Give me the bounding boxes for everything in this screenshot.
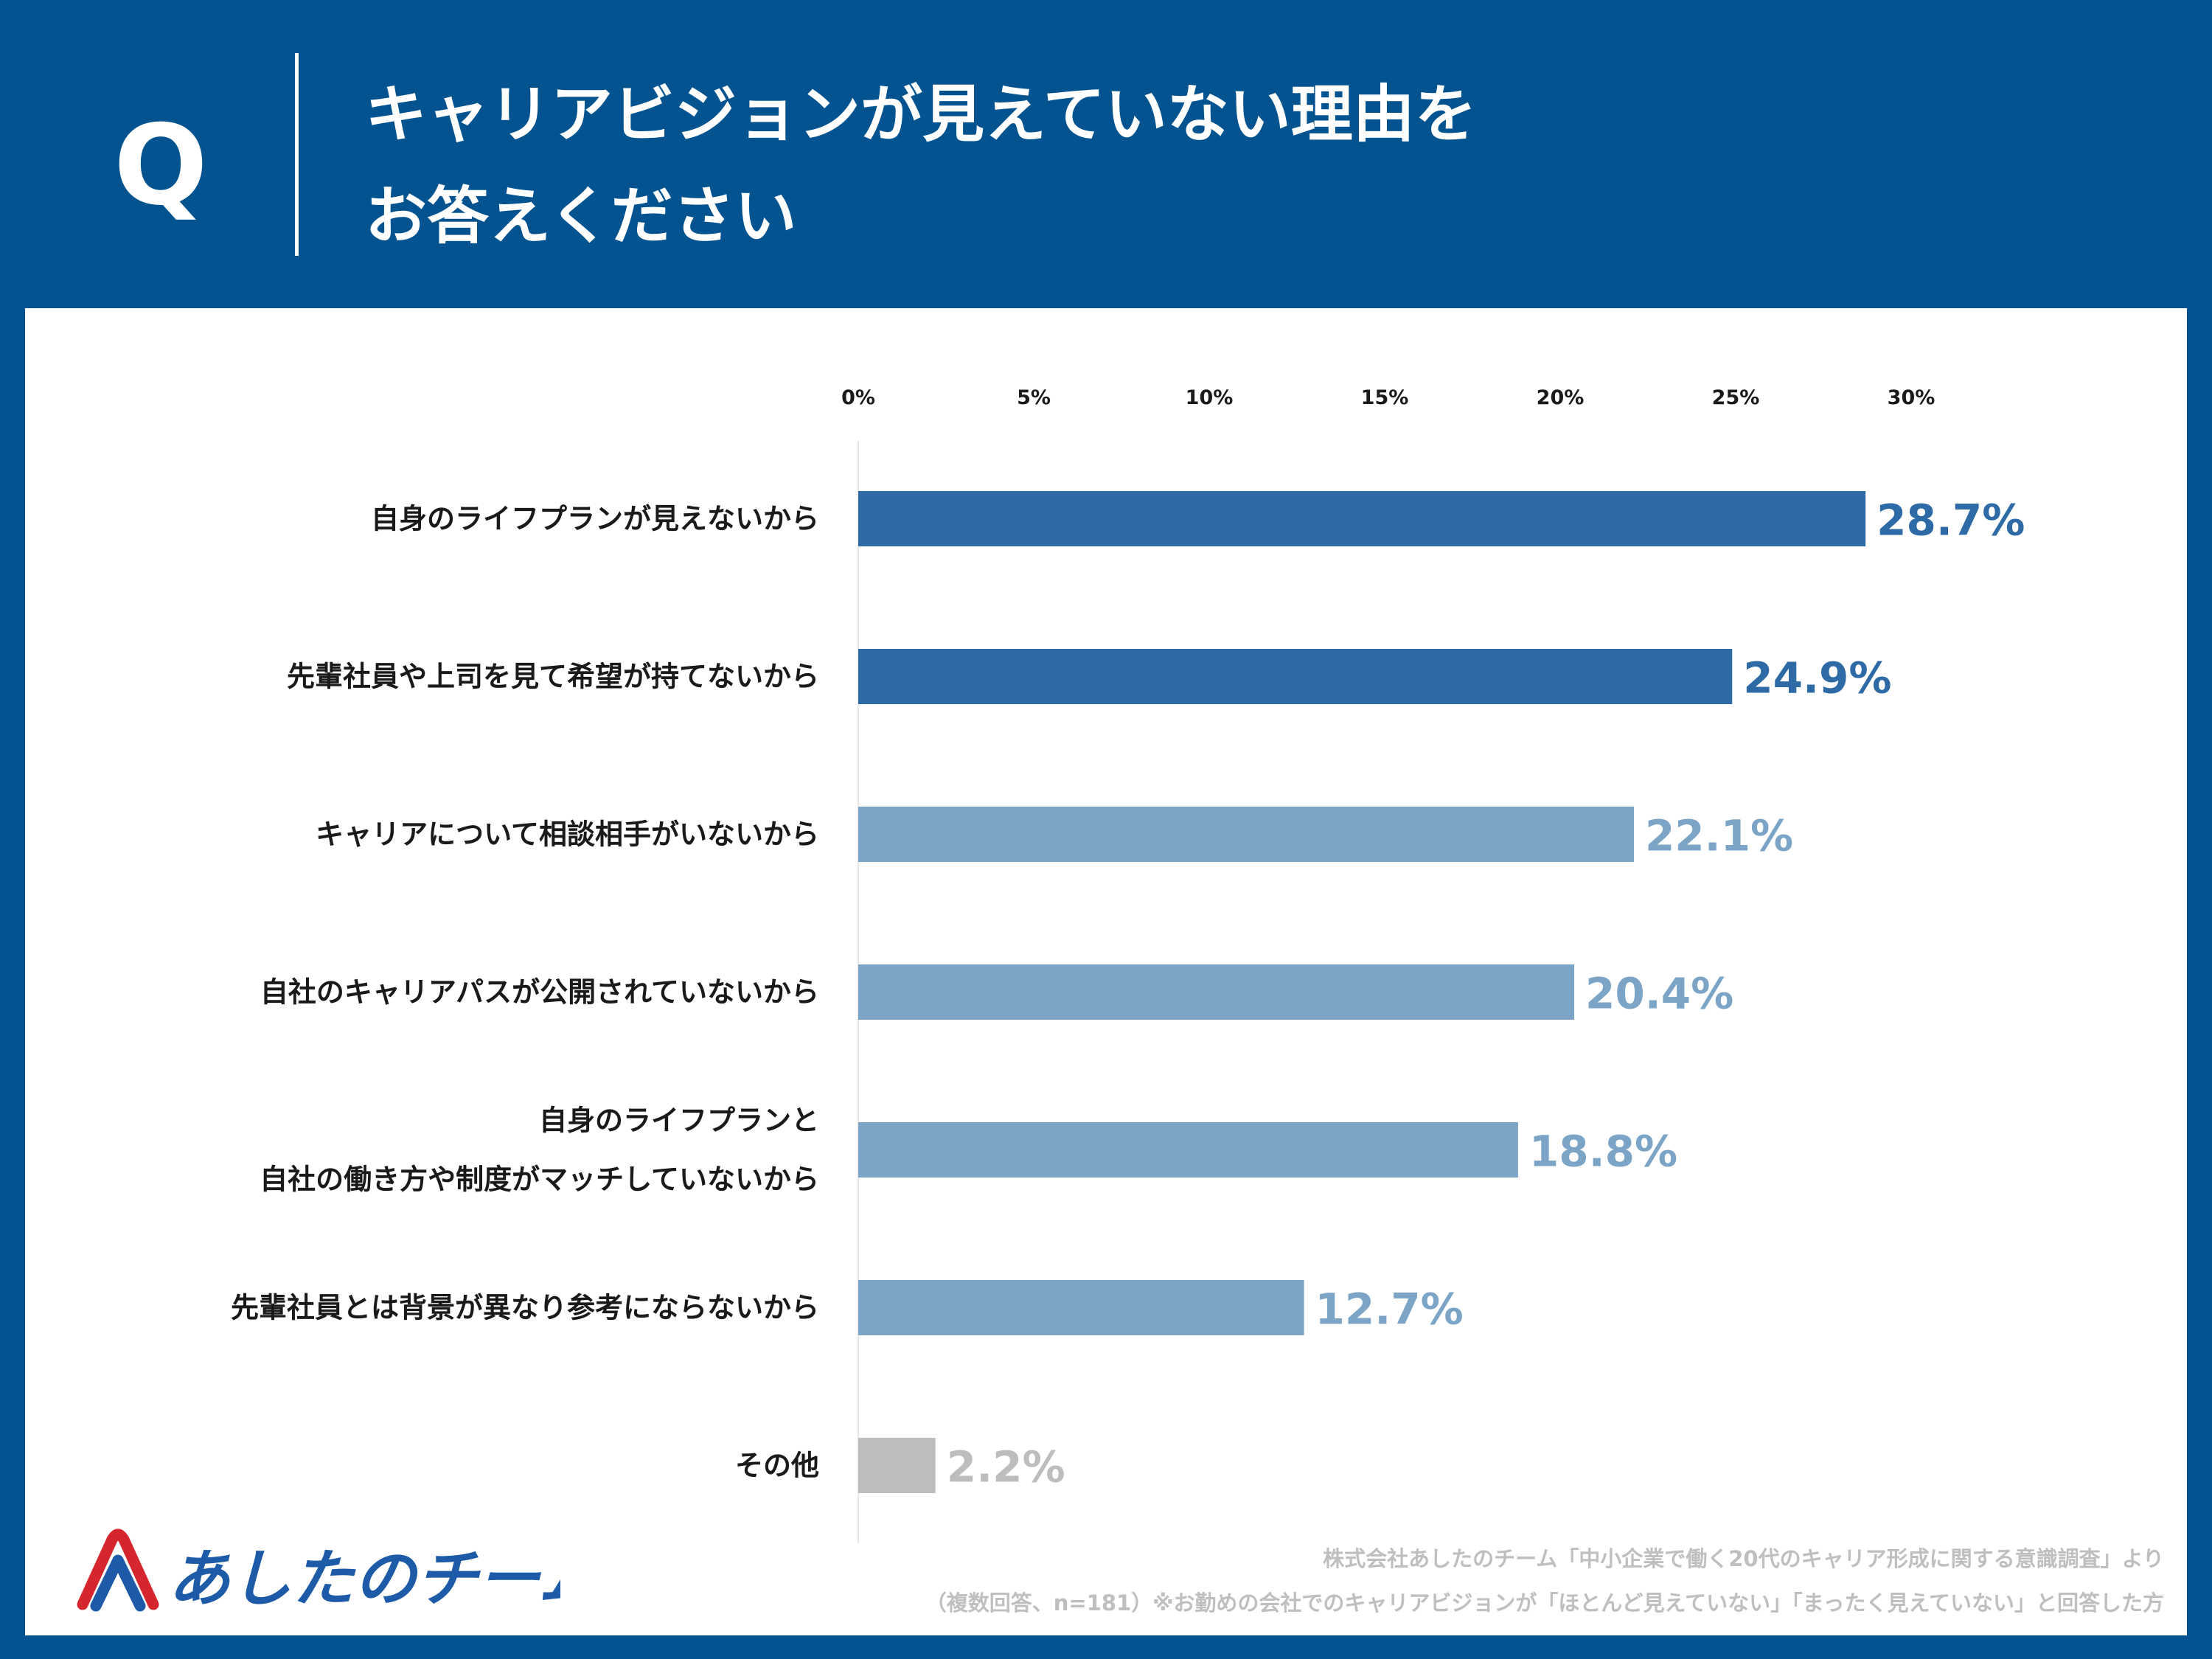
- x-tick-label: 0%: [841, 386, 875, 409]
- category-label: 自身のライフプランと: [539, 1105, 819, 1137]
- logo-wordmark: あしたのチーム: [168, 1543, 560, 1615]
- header-divider: [295, 53, 299, 256]
- bar: [858, 649, 1733, 704]
- bar: [858, 1438, 936, 1493]
- category-label: その他: [735, 1450, 819, 1482]
- data-label: 20.4%: [1585, 969, 1733, 1019]
- bar: [858, 964, 1575, 1020]
- question-title-line2: お答えください: [365, 180, 797, 252]
- bar: [858, 1122, 1518, 1178]
- logo-mark-icon: [77, 1528, 159, 1612]
- bar: [858, 807, 1634, 862]
- question-title-line1: キャリアビジョンが見えていない理由を: [365, 78, 1477, 150]
- source-note-line1: 株式会社あしたのチーム「中小企業で働く20代のキャリア形成に関する意識調査」より: [1323, 1546, 2164, 1571]
- bar: [858, 1280, 1304, 1335]
- category-label: 自社の働き方や制度がマッチしていないから: [260, 1164, 819, 1196]
- data-label: 12.7%: [1315, 1284, 1464, 1335]
- chart-panel: 0% 5% 10% 15% 20% 25% 30% 自身のライフプランが見えないから 28.7%…: [25, 308, 2187, 1635]
- x-tick-label: 30%: [1888, 386, 1935, 409]
- category-label: 先輩社員とは背景が異なり参考にならないから: [231, 1292, 819, 1324]
- x-tick-label: 10%: [1186, 386, 1234, 409]
- x-tick-label: 5%: [1017, 386, 1051, 409]
- data-label: 28.7%: [1877, 495, 2025, 546]
- source-note-line2: （複数回答、n=181）※お勤めの会社でのキャリアビジョンが「ほとんど見えていな…: [925, 1590, 2164, 1615]
- company-logo: あしたのチーム: [77, 1528, 560, 1615]
- data-label: 2.2%: [947, 1442, 1065, 1492]
- x-tick-label: 20%: [1537, 386, 1585, 409]
- x-tick-label: 25%: [1712, 386, 1760, 409]
- header: Q キャリアビジョンが見えていない理由を お答えください: [0, 0, 2212, 310]
- data-label: 22.1%: [1645, 811, 1793, 861]
- q-label: Q: [114, 102, 208, 230]
- data-label: 18.8%: [1529, 1127, 1677, 1177]
- data-label: 24.9%: [1743, 653, 1891, 703]
- bar: [858, 491, 1866, 546]
- category-label: 自身のライフプランが見えないから: [371, 503, 819, 535]
- category-label: 先輩社員や上司を見て希望が持てないから: [287, 661, 819, 693]
- x-tick-label: 15%: [1361, 386, 1409, 409]
- bar-chart: 0% 5% 10% 15% 20% 25% 30% 自身のライフプランが見えないから 28.7%…: [231, 386, 2025, 1543]
- category-label: 自社のキャリアパスが公開されていないから: [260, 976, 819, 1009]
- category-label: キャリアについて相談相手がいないから: [316, 818, 819, 851]
